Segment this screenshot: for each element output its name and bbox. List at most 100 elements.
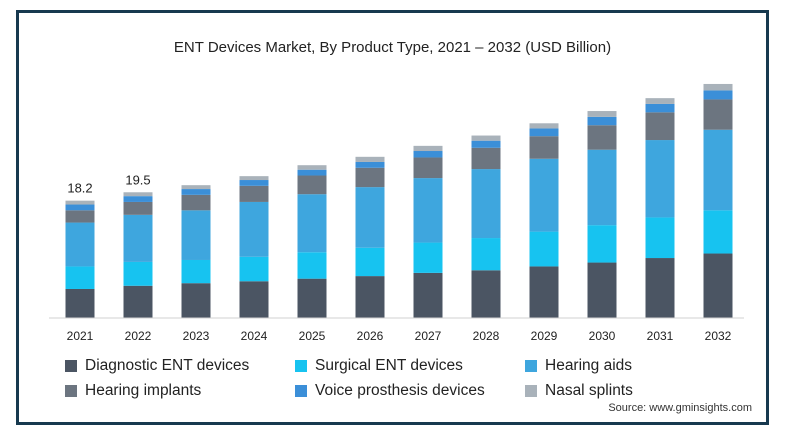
bar-2031-series-1 [645, 217, 675, 259]
bar-2029-series-5 [529, 123, 559, 129]
bar-2021-series-5 [65, 200, 95, 205]
bar-2032-series-4 [703, 90, 733, 100]
bar-2027-series-4 [413, 151, 443, 158]
bar-2027-series-1 [413, 242, 443, 273]
bar-2028-series-3 [471, 147, 501, 170]
bar-2025-series-0 [297, 278, 327, 318]
bar-2024-series-3 [239, 185, 269, 202]
x-tick-label: 2023 [183, 329, 210, 343]
legend-swatch [525, 385, 537, 397]
data-label-2021: 18.2 [67, 181, 92, 196]
legend-swatch [295, 360, 307, 372]
legend-item: Hearing implants [65, 382, 295, 400]
bar-2029-series-1 [529, 231, 559, 267]
bar-2030-series-4 [587, 116, 617, 126]
bar-2029-series-3 [529, 136, 559, 159]
bar-2021-series-4 [65, 204, 95, 211]
bar-2025-series-5 [297, 165, 327, 170]
x-tick-label: 2030 [589, 329, 616, 343]
bar-2024-series-4 [239, 180, 269, 186]
data-label-2022: 19.5 [125, 172, 150, 187]
bar-2024-series-0 [239, 281, 269, 318]
bar-2025-series-1 [297, 252, 327, 279]
bar-2023-series-2 [181, 210, 211, 260]
bar-2025-series-4 [297, 169, 327, 176]
legend-swatch [295, 385, 307, 397]
bar-2031-series-2 [645, 140, 675, 218]
bar-2026-series-5 [355, 156, 385, 162]
source-note: Source: www.gminsights.com [608, 402, 752, 414]
x-tick-label: 2026 [357, 329, 384, 343]
bar-2030-series-1 [587, 225, 617, 263]
bar-2029-series-0 [529, 266, 559, 318]
legend-label: Diagnostic ENT devices [85, 357, 250, 374]
chart-frame: ENT Devices Market, By Product Type, 202… [16, 10, 769, 425]
bar-2030-series-0 [587, 262, 617, 318]
bar-2023-series-1 [181, 259, 211, 284]
legend-label: Surgical ENT devices [315, 357, 463, 374]
bar-2023-series-4 [181, 189, 211, 195]
bar-2031-series-3 [645, 112, 675, 141]
x-tick-label: 2027 [415, 329, 442, 343]
bar-2028-series-0 [471, 270, 501, 318]
x-tick-label: 2024 [241, 329, 268, 343]
legend-item: Voice prosthesis devices [295, 382, 525, 400]
bar-2026-series-0 [355, 276, 385, 318]
bar-2023-series-3 [181, 194, 211, 211]
x-tick-label: 2028 [473, 329, 500, 343]
bar-2021-series-3 [65, 210, 95, 223]
bar-2022-series-5 [123, 192, 153, 197]
chart-title: ENT Devices Market, By Product Type, 202… [173, 39, 612, 56]
bar-2026-series-1 [355, 247, 385, 277]
bar-2030-series-3 [587, 125, 617, 150]
bar-2024-series-2 [239, 201, 269, 257]
bar-2030-series-2 [587, 149, 617, 226]
bar-2031-series-0 [645, 258, 675, 318]
x-tick-label: 2032 [705, 329, 732, 343]
legend-swatch [65, 385, 77, 397]
bar-2022-series-3 [123, 201, 153, 215]
bar-2031-series-5 [645, 98, 675, 104]
legend-item: Hearing aids [525, 357, 725, 375]
chart-plot: 2021 2022 2023 2024 2025 2026 2027 2028 2029 2030… [49, 83, 744, 343]
bar-2025-series-3 [297, 175, 327, 195]
bar-2032-series-5 [703, 83, 733, 91]
legend-item: Nasal splints [525, 382, 725, 400]
bar-2028-series-5 [471, 135, 501, 141]
bar-2032-series-2 [703, 129, 733, 211]
legend-label: Voice prosthesis devices [315, 382, 485, 399]
bar-2023-series-0 [181, 283, 211, 318]
bar-2026-series-2 [355, 187, 385, 248]
chart-legend: Diagnostic ENT devices Surgical ENT devic… [65, 357, 725, 400]
bar-2026-series-3 [355, 167, 385, 188]
legend-swatch [525, 360, 537, 372]
legend-label: Nasal splints [545, 382, 633, 399]
bar-2028-series-4 [471, 140, 501, 148]
bar-2027-series-3 [413, 157, 443, 179]
bar-2023-series-5 [181, 185, 211, 190]
legend-item: Surgical ENT devices [295, 357, 525, 375]
bar-2025-series-2 [297, 194, 327, 253]
bar-2022-series-4 [123, 196, 153, 202]
bar-2026-series-4 [355, 161, 385, 168]
bar-2032-series-3 [703, 99, 733, 130]
bar-2021-series-2 [65, 222, 95, 267]
bar-2022-series-2 [123, 214, 153, 262]
bar-2029-series-2 [529, 158, 559, 232]
bar-2028-series-1 [471, 238, 501, 271]
bar-2032-series-0 [703, 253, 733, 318]
x-tick-label: 2031 [647, 329, 674, 343]
legend-item: Diagnostic ENT devices [65, 357, 295, 375]
bar-2021-series-1 [65, 266, 95, 289]
legend-label: Hearing aids [545, 357, 633, 374]
bar-2021-series-0 [65, 288, 95, 318]
bar-2024-series-5 [239, 176, 269, 181]
x-tick-label: 2025 [299, 329, 326, 343]
bar-2027-series-0 [413, 272, 443, 318]
x-tick-label: 2021 [67, 329, 94, 343]
bar-2029-series-4 [529, 128, 559, 137]
bar-2022-series-0 [123, 285, 153, 318]
bar-2032-series-1 [703, 210, 733, 254]
bar-2028-series-2 [471, 169, 501, 239]
legend-label: Hearing implants [85, 382, 202, 399]
